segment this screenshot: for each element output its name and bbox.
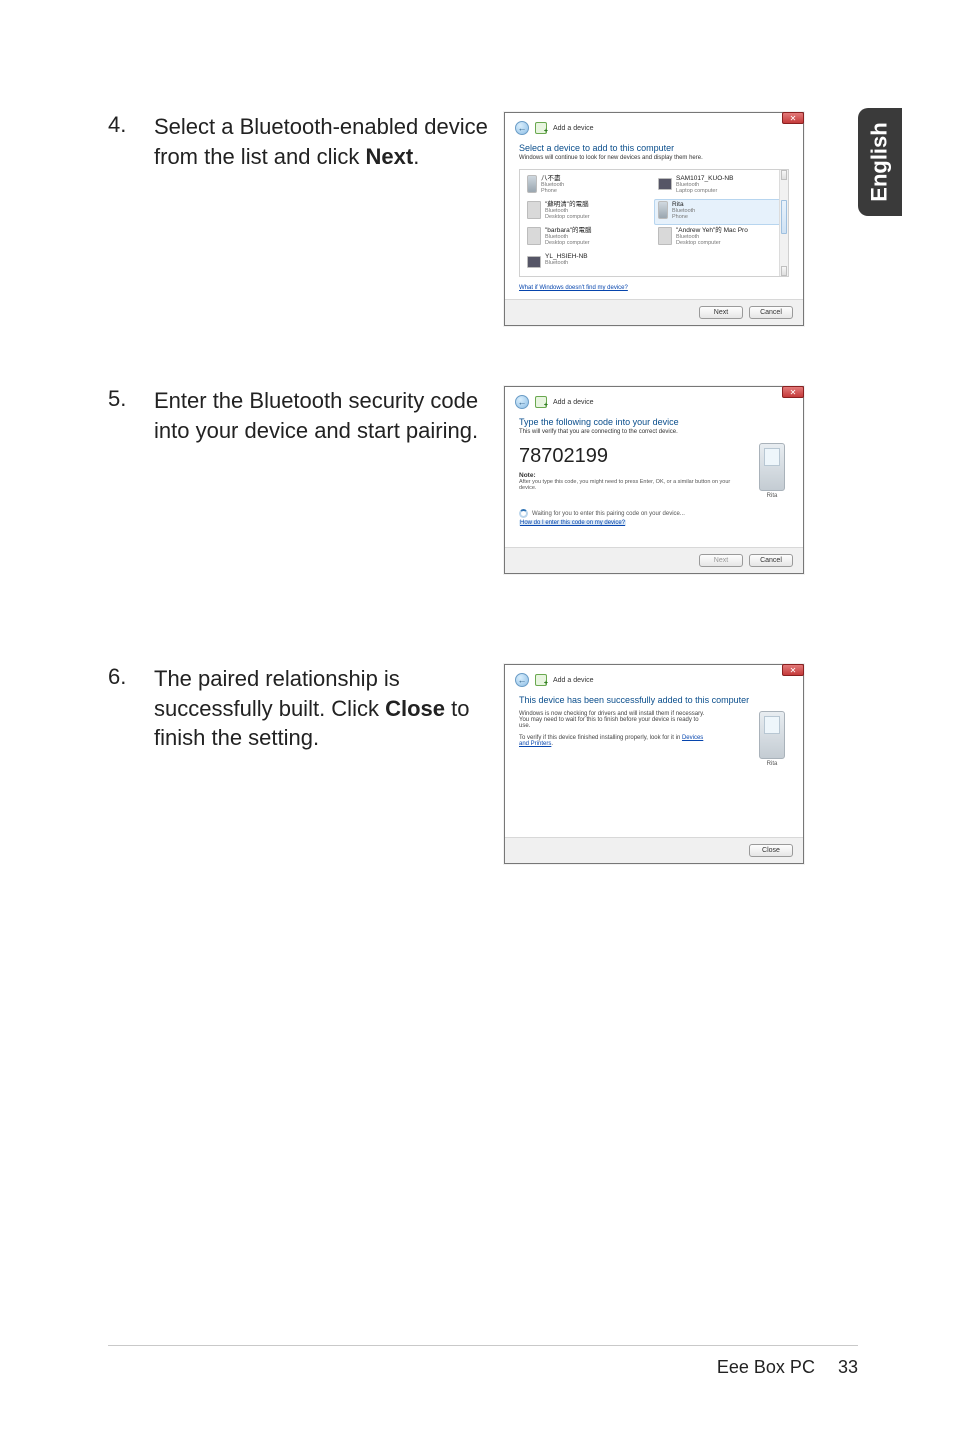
dlg2-body: Rita 78702199 Note: After you type this … xyxy=(505,439,803,547)
next-button[interactable]: Next xyxy=(699,306,743,319)
dlg2-footer: Next Cancel xyxy=(505,547,803,573)
add-device-icon xyxy=(535,396,547,408)
footer-rule xyxy=(108,1345,858,1346)
dlg3-title: Add a device xyxy=(553,677,593,684)
device-preview-label: Rita xyxy=(755,493,789,499)
device-item-selected[interactable]: Rita Bluetooth Phone xyxy=(654,199,785,225)
device-preview: Rita xyxy=(755,711,789,767)
desktop-icon xyxy=(658,227,672,245)
page-number: 33 xyxy=(838,1357,858,1377)
step-6-text: The paired relationship is successfully … xyxy=(154,664,494,753)
back-icon[interactable]: ← xyxy=(515,121,529,135)
dlg1-footer: Next Cancel xyxy=(505,299,803,325)
close-button[interactable]: Close xyxy=(749,844,793,857)
device-item[interactable]: 八不盡 Bluetooth Phone xyxy=(523,173,654,199)
dlg-select-device: ✕ ← Add a device Select a device to add … xyxy=(504,112,804,326)
dlg3-paragraph-2: To verify if this device finished instal… xyxy=(519,729,709,747)
desktop-icon xyxy=(527,201,541,219)
step-6: 6. The paired relationship is successful… xyxy=(108,664,868,864)
device-preview-label: Rita xyxy=(755,761,789,767)
cancel-button[interactable]: Cancel xyxy=(749,554,793,567)
step-4-screenshot: ✕ ← Add a device Select a device to add … xyxy=(504,112,804,326)
dlg2-header: ← Add a device xyxy=(505,387,803,413)
back-icon[interactable]: ← xyxy=(515,395,529,409)
spinner-icon xyxy=(519,509,528,518)
dlg1-help-link[interactable]: What if Windows doesn't find my device? xyxy=(505,283,803,299)
pairing-code: 78702199 xyxy=(519,443,789,468)
dlg3-heading: This device has been successfully added … xyxy=(505,691,803,707)
page-footer: Eee Box PC 33 xyxy=(717,1357,858,1378)
phone-icon xyxy=(658,201,668,219)
desktop-icon xyxy=(527,227,541,245)
dlg1-subtext: Windows will continue to look for new de… xyxy=(505,155,803,165)
scrollbar[interactable] xyxy=(779,170,788,276)
dlg2-heading: Type the following code into your device xyxy=(505,413,803,429)
back-icon[interactable]: ← xyxy=(515,673,529,687)
dlg1-heading: Select a device to add to this computer xyxy=(505,139,803,155)
step-5-text: Enter the Bluetooth security code into y… xyxy=(154,386,494,445)
device-item[interactable]: "蘇明清"的電腦 Bluetooth Desktop computer xyxy=(523,199,654,225)
step-5-number: 5. xyxy=(108,386,154,412)
phone-icon xyxy=(759,443,785,491)
step-4-number: 4. xyxy=(108,112,154,138)
dlg-pairing-code: ✕ ← Add a device Type the following code… xyxy=(504,386,804,574)
close-icon[interactable]: ✕ xyxy=(782,112,804,124)
dlg3-header: ← Add a device xyxy=(505,665,803,691)
cancel-button[interactable]: Cancel xyxy=(749,306,793,319)
phone-icon xyxy=(759,711,785,759)
note-text: After you type this code, you might need… xyxy=(519,479,789,491)
add-device-icon xyxy=(535,122,547,134)
device-list[interactable]: 八不盡 Bluetooth Phone SAM1017_KUO-NB Bluet… xyxy=(519,169,789,277)
close-icon[interactable]: ✕ xyxy=(782,386,804,398)
waiting-status: Waiting for you to enter this pairing co… xyxy=(519,491,749,518)
dlg3-body: Rita Windows is now checking for drivers… xyxy=(505,707,803,837)
dlg1-body: 八不盡 Bluetooth Phone SAM1017_KUO-NB Bluet… xyxy=(505,165,803,283)
dlg2-subtext: This will verify that you are connecting… xyxy=(505,429,803,439)
device-item[interactable]: "Andrew Yeh"的 Mac Pro Bluetooth Desktop … xyxy=(654,225,785,251)
step-6-screenshot: ✕ ← Add a device This device has been su… xyxy=(504,664,804,864)
page: English 4. Select a Bluetooth-enabled de… xyxy=(0,0,954,1438)
dlg-success: ✕ ← Add a device This device has been su… xyxy=(504,664,804,864)
step-4-text: Select a Bluetooth-enabled device from t… xyxy=(154,112,494,171)
dlg1-header: ← Add a device xyxy=(505,113,803,139)
next-button: Next xyxy=(699,554,743,567)
add-device-icon xyxy=(535,674,547,686)
product-name: Eee Box PC xyxy=(717,1357,815,1377)
note-label: Note: xyxy=(519,468,789,479)
phone-icon xyxy=(527,175,537,193)
dlg3-paragraph-1: Windows is now checking for drivers and … xyxy=(519,711,709,729)
device-item[interactable]: YL_HSIEH-NB Bluetooth xyxy=(523,251,654,277)
dlg3-footer: Close xyxy=(505,837,803,863)
step-5: 5. Enter the Bluetooth security code int… xyxy=(108,386,868,574)
language-tab-label: English xyxy=(867,122,893,201)
close-icon[interactable]: ✕ xyxy=(782,664,804,676)
dlg2-title: Add a device xyxy=(553,399,593,406)
laptop-icon xyxy=(527,256,541,268)
step-6-number: 6. xyxy=(108,664,154,690)
device-preview: Rita xyxy=(755,443,789,499)
device-item[interactable]: "barbara"的電腦 Bluetooth Desktop computer xyxy=(523,225,654,251)
step-4: 4. Select a Bluetooth-enabled device fro… xyxy=(108,112,868,326)
step-5-screenshot: ✕ ← Add a device Type the following code… xyxy=(504,386,804,574)
laptop-icon xyxy=(658,178,672,190)
dlg1-title: Add a device xyxy=(553,125,593,132)
device-item[interactable]: SAM1017_KUO-NB Bluetooth Laptop computer xyxy=(654,173,785,199)
dlg2-help-link[interactable]: How do I enter this code on my device? xyxy=(519,520,626,526)
scrollbar-thumb[interactable] xyxy=(781,200,787,234)
